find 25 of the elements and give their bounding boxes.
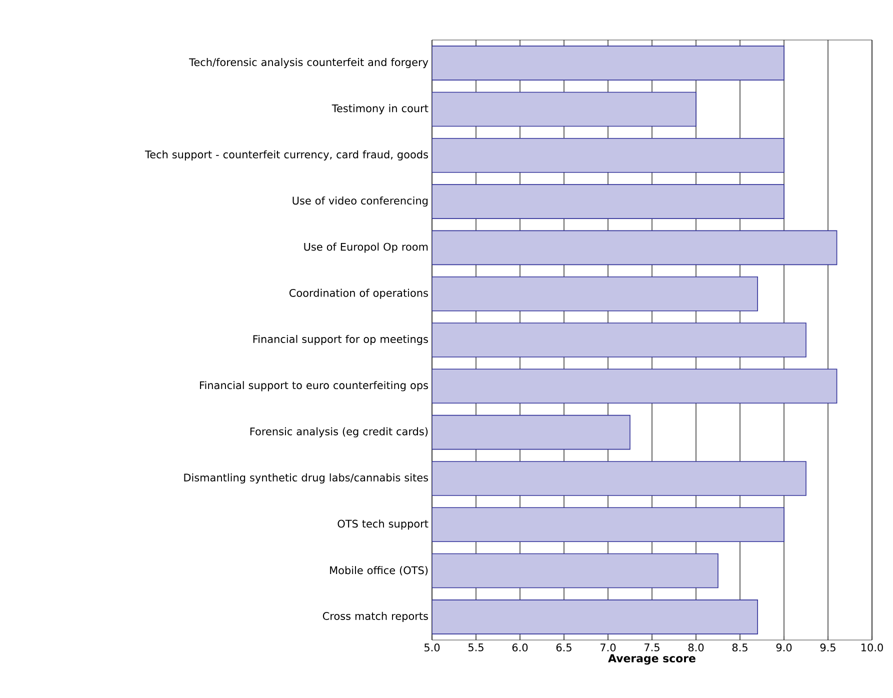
x-tick-label: 8.5 — [732, 644, 748, 652]
y-tick-label: Use of video conferencing — [292, 196, 428, 207]
x-tick-label: 10.0 — [861, 644, 883, 652]
y-tick-label: Tech/forensic analysis counterfeit and forgery — [189, 58, 428, 68]
y-tick-label: Tech support - counterfeit currency, card fraud, goods — [144, 150, 428, 160]
x-tick-label: 9.0 — [776, 644, 792, 652]
y-tick-label: Financial support to euro counterfeiting ops — [200, 381, 428, 392]
x-tick-label: 8.0 — [688, 644, 704, 652]
y-tick-label: Testimony in court — [332, 104, 428, 114]
y-tick-label: Dismantling synthetic drug labs/cannabis sites — [184, 473, 428, 484]
y-tick-label: Mobile office (OTS) — [330, 566, 428, 576]
y-tick-label: Coordination of operations — [289, 288, 428, 299]
y-tick-label: Cross match reports — [322, 612, 428, 622]
x-axis-title: Average score — [608, 654, 696, 665]
y-tick-label: Use of Europol Op room — [304, 242, 428, 253]
y-tick-label: Financial support for op meetings — [253, 334, 428, 346]
x-tick-label: 7.0 — [600, 644, 616, 652]
x-tick-label: 5.5 — [468, 644, 484, 652]
x-tick-label: 9.5 — [820, 644, 836, 652]
x-tick-label: 6.5 — [556, 644, 572, 652]
x-tick-label: 6.0 — [512, 644, 528, 652]
x-tick-label: 7.5 — [644, 644, 660, 652]
y-tick-label: OTS tech support — [338, 520, 428, 530]
y-tick-label: Forensic analysis (eg credit cards) — [250, 427, 428, 438]
x-tick-label: 5.0 — [424, 644, 440, 652]
